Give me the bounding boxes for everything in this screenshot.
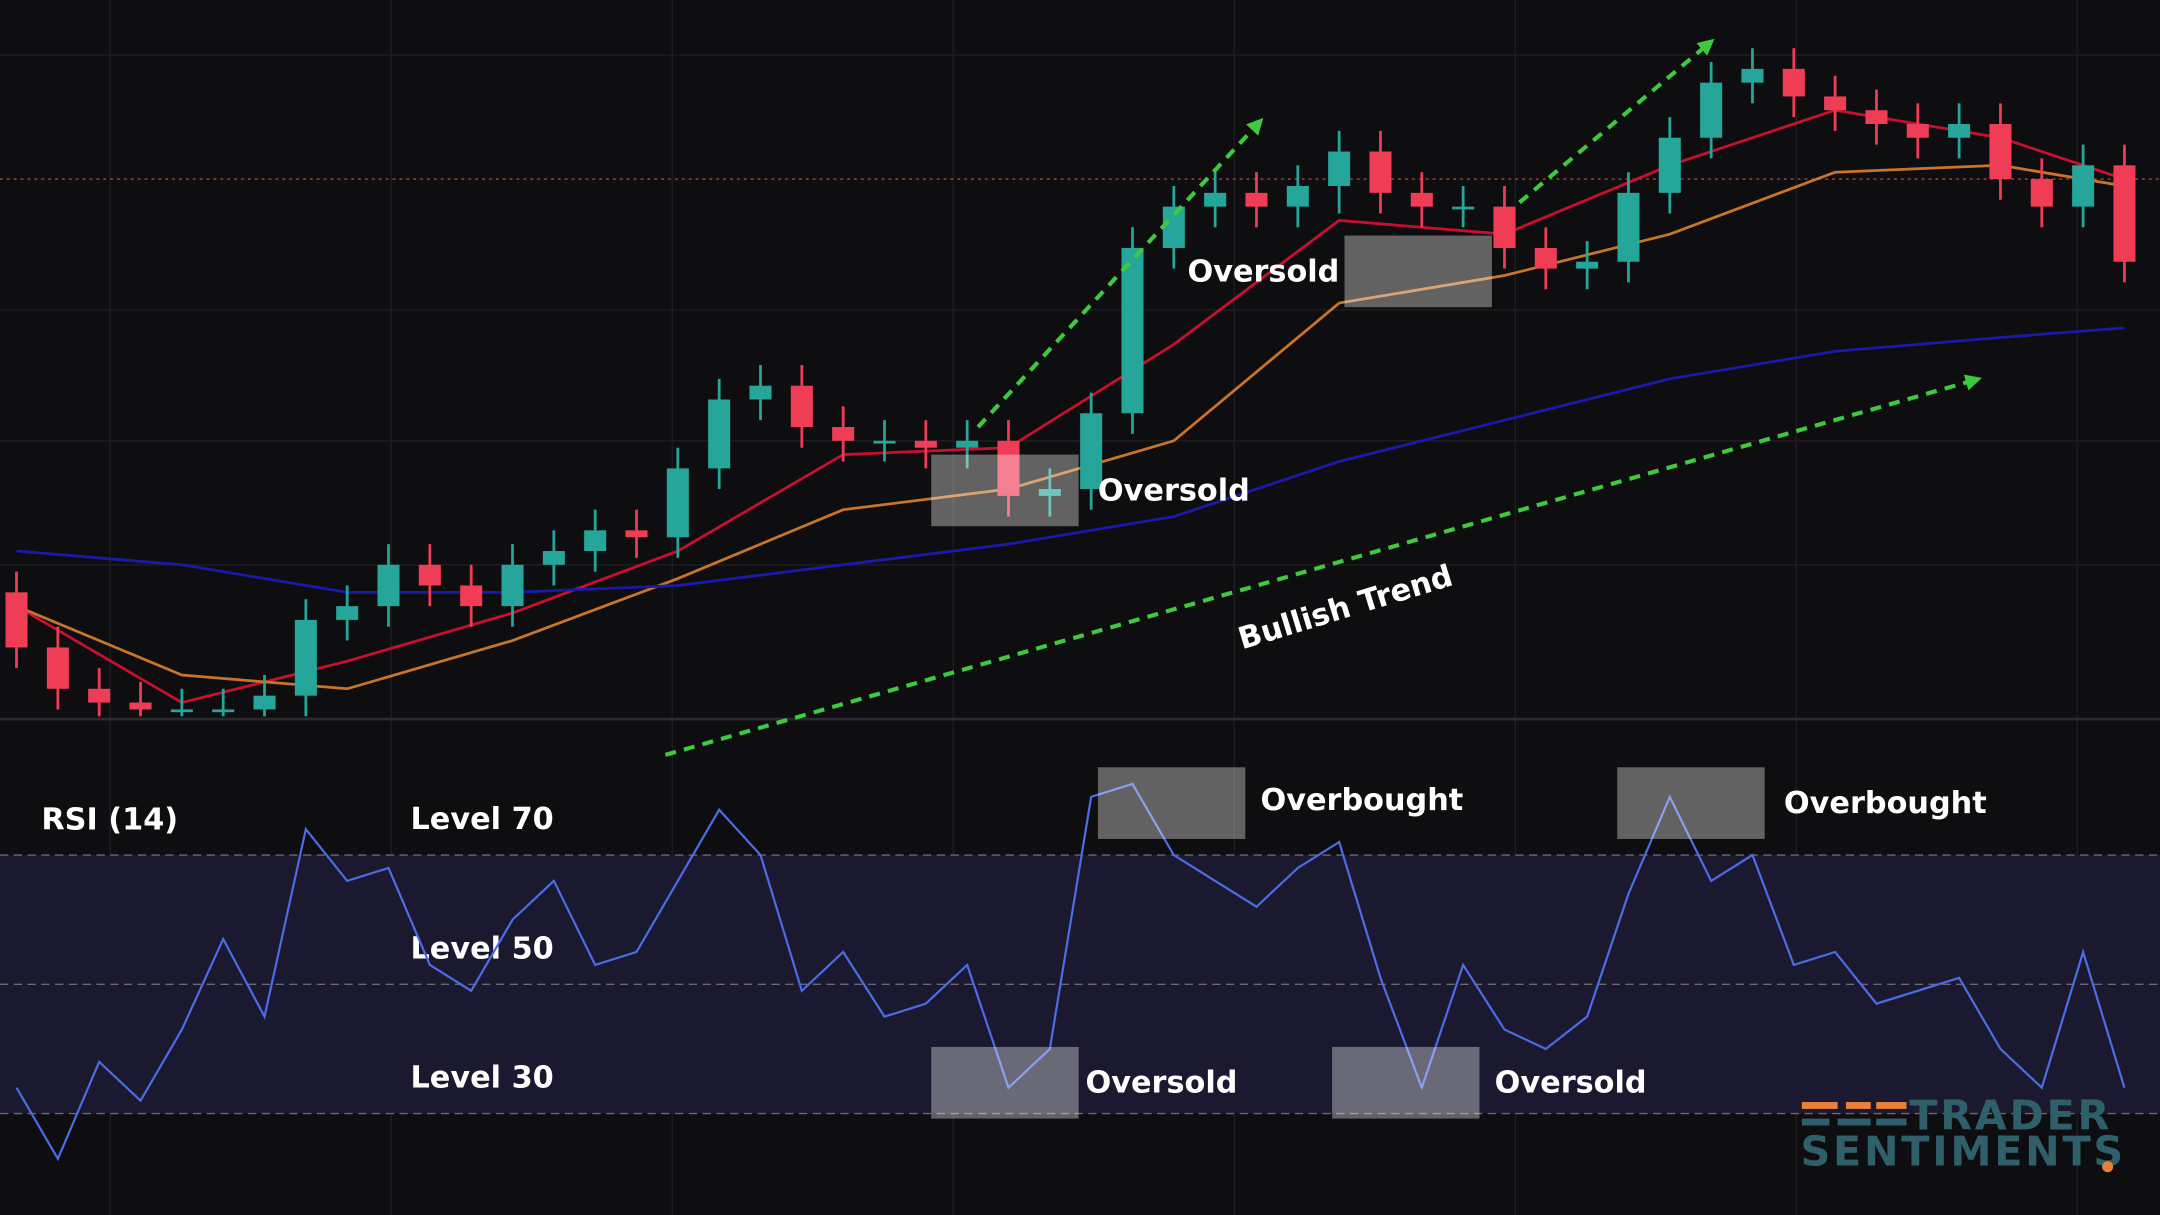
trend-arrow xyxy=(664,374,1982,757)
candle-body xyxy=(1741,68,1764,83)
candle-body xyxy=(749,385,772,400)
candle-body xyxy=(956,440,979,448)
candle-body xyxy=(501,564,524,607)
highlight-box xyxy=(1332,1046,1480,1119)
candle-body xyxy=(46,647,69,689)
moving-average xyxy=(16,326,2125,594)
annotation: Overbought xyxy=(1784,786,1987,821)
candle-body xyxy=(1286,185,1309,207)
candle-body xyxy=(625,530,648,538)
candle-body xyxy=(1162,206,1185,248)
logo: TRADER SENTIMENTS xyxy=(1800,1092,2126,1176)
candle-body xyxy=(873,440,896,444)
candle-body xyxy=(336,606,359,620)
candle-body xyxy=(2030,179,2053,207)
rsi-line xyxy=(15,782,2126,1162)
annotation: Oversold xyxy=(1098,473,1250,508)
candle-body xyxy=(584,530,607,552)
price-pane xyxy=(0,48,2160,717)
candle-body xyxy=(2113,165,2136,262)
candle-body xyxy=(1948,123,1971,138)
candle-body xyxy=(253,695,276,710)
candle-body xyxy=(914,440,937,448)
level-label: Level 30 xyxy=(411,1061,554,1096)
candle-body xyxy=(666,468,689,538)
trend-arrow xyxy=(976,117,1264,429)
candle-body xyxy=(1038,489,1061,496)
candle-body xyxy=(377,564,400,607)
highlight-box xyxy=(1617,767,1765,839)
annotation: Overbought xyxy=(1260,783,1463,818)
candle-body xyxy=(997,440,1020,496)
highlight-box xyxy=(1344,235,1492,308)
candle-body xyxy=(1534,247,1557,269)
candle-body xyxy=(1865,110,1888,124)
annotation: Oversold xyxy=(1086,1066,1238,1101)
candle-body xyxy=(1410,192,1433,207)
candle-body xyxy=(1080,413,1103,490)
highlight-box xyxy=(931,1046,1079,1119)
candle-body xyxy=(294,619,317,696)
candle-body xyxy=(1906,123,1929,138)
highlight-box xyxy=(1097,767,1246,839)
candle-body xyxy=(542,551,565,565)
level-label: Level 50 xyxy=(411,931,554,966)
candle-body xyxy=(790,385,813,428)
candle-body xyxy=(1493,206,1516,248)
candle-body xyxy=(708,399,731,469)
level-label: Level 70 xyxy=(411,802,554,837)
candle-body xyxy=(1328,151,1351,186)
candle-body xyxy=(2072,165,2095,207)
candle-body xyxy=(1700,82,1723,138)
trend-arrow xyxy=(1518,38,1715,205)
logo-text: SENTIMENTS xyxy=(1800,1127,2126,1175)
candle-body xyxy=(1369,151,1392,193)
candle-body xyxy=(460,585,483,607)
candle-body xyxy=(88,688,111,703)
candle-body xyxy=(129,702,152,710)
candle-body xyxy=(1989,123,2012,180)
candle-body xyxy=(1617,192,1640,262)
annotation: Oversold xyxy=(1495,1066,1647,1101)
candle-body xyxy=(170,709,193,713)
candle-body xyxy=(1576,261,1599,269)
highlight-box xyxy=(931,454,1079,527)
logo-text: TRADER xyxy=(1909,1092,2112,1140)
candle-body xyxy=(1782,68,1805,97)
candle-body xyxy=(1121,247,1144,414)
candle-body xyxy=(1824,96,1847,111)
rsi-title: RSI (14) xyxy=(41,803,178,838)
candle-body xyxy=(1245,192,1268,207)
candle-body xyxy=(5,592,28,648)
annotation: Oversold xyxy=(1187,254,1339,289)
candle-body xyxy=(832,427,855,441)
candle-body xyxy=(1658,137,1681,193)
candle-body xyxy=(1452,206,1475,210)
candle-body xyxy=(212,709,235,713)
candle-body xyxy=(418,564,441,586)
candle-body xyxy=(1204,192,1227,207)
